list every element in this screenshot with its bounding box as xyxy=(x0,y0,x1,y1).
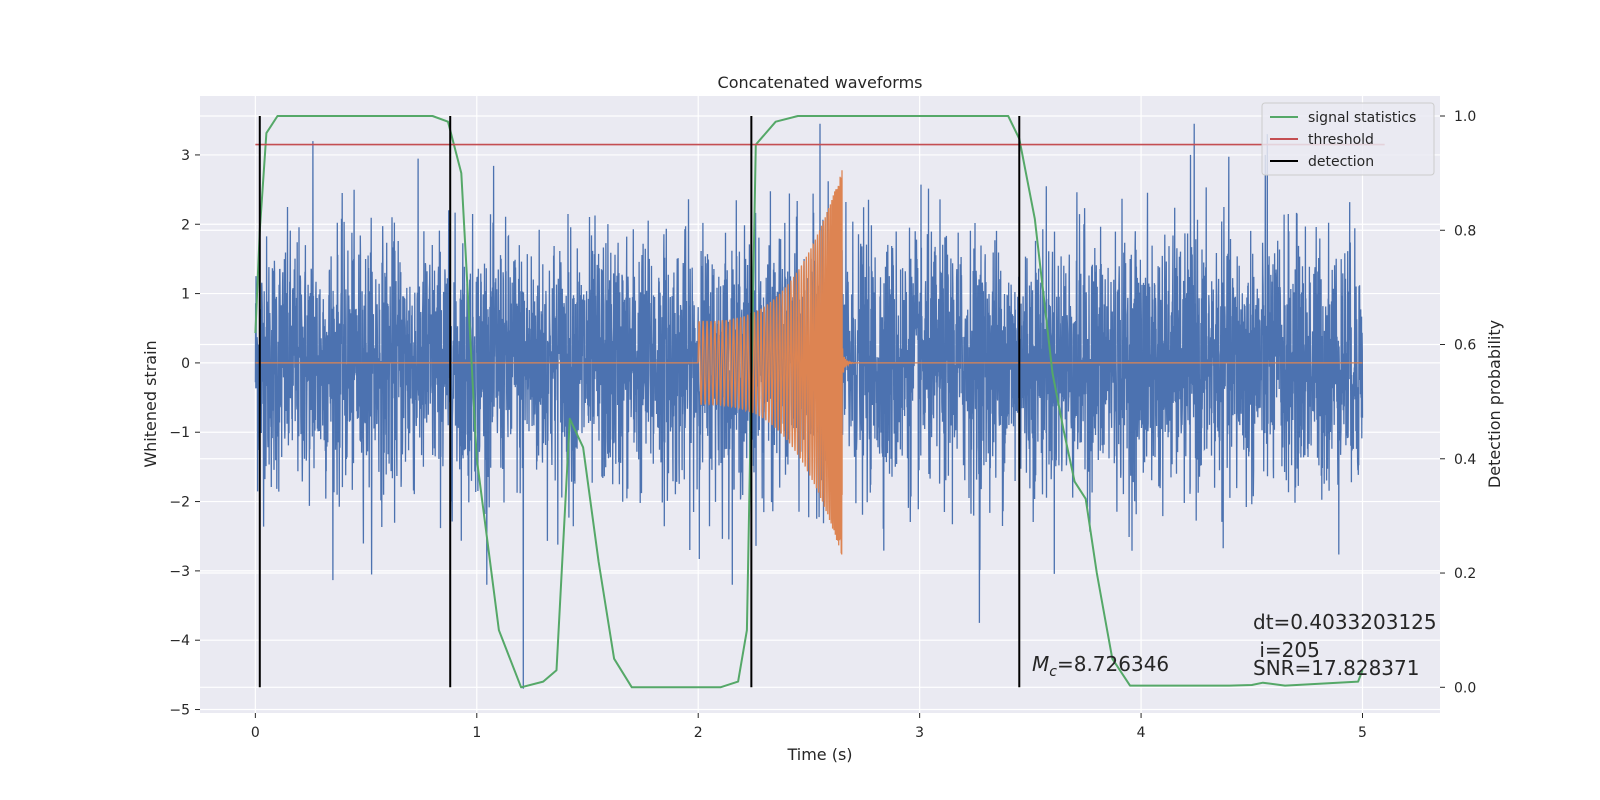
y-tick-label: −3 xyxy=(169,564,190,580)
statistics-series-line xyxy=(254,115,1364,689)
y-tick-label: −1 xyxy=(169,425,190,441)
x-tick-label: 1 xyxy=(472,725,481,741)
y-tick-label: 0 xyxy=(181,356,190,372)
y-tick-label: −2 xyxy=(169,495,190,511)
x-tick-label: 0 xyxy=(251,725,260,741)
x-tick-label: 3 xyxy=(915,725,924,741)
y2-tick-label: 1.0 xyxy=(1454,109,1476,125)
chirp-mass-subscript: c xyxy=(1049,664,1057,680)
y-tick-label: 3 xyxy=(181,148,190,164)
legend-label-detection: detection xyxy=(1308,154,1374,170)
y2-tick-label: 0.0 xyxy=(1454,680,1476,696)
legend: signal statistics threshold detection xyxy=(1261,102,1435,176)
annotations: Mc=8.726346 dt=0.4033203125 i=205 SNR=17… xyxy=(1032,610,1437,680)
x-tick-label: 4 xyxy=(1137,725,1146,741)
y2-tick-label: 0.6 xyxy=(1454,338,1476,354)
chart-title: Concatenated waveforms xyxy=(718,73,923,92)
x-tick-label: 5 xyxy=(1358,725,1367,741)
x-tick-label: 2 xyxy=(694,725,703,741)
y2-axis-label: Detection probability xyxy=(1485,320,1504,488)
chirp-mass-annotation: Mc=8.726346 xyxy=(1032,652,1169,680)
y2-tick-label: 0.8 xyxy=(1454,223,1476,239)
y-tick-label: −5 xyxy=(169,703,190,719)
y-tick-label: 2 xyxy=(181,217,190,233)
chirp-mass-symbol: M xyxy=(1032,652,1049,676)
x-axis-label: Time (s) xyxy=(786,745,852,764)
chirp-mass-value: =8.726346 xyxy=(1057,652,1169,676)
y-tick-label: 1 xyxy=(181,287,190,303)
y2-tick-label: 0.2 xyxy=(1454,566,1476,582)
dt-annotation: dt=0.4033203125 xyxy=(1253,610,1437,634)
plot-content xyxy=(254,115,1385,689)
index-annotation: i=205 xyxy=(1253,638,1320,662)
legend-label-threshold: threshold xyxy=(1308,132,1374,148)
y-axis-label: Whitened strain xyxy=(141,340,160,467)
legend-box xyxy=(1261,102,1435,176)
snr-annotation: SNR=17.828371 xyxy=(1253,656,1419,680)
y-tick-label: −4 xyxy=(169,633,190,649)
axis-ticks: 0 1 2 3 4 5 3 2 1 0 −1 −2 −3 −4 −5 1.0 0.8 0.6 0.4 0.2 0.0 xyxy=(169,109,1476,741)
legend-label-statistics: signal statistics xyxy=(1308,110,1416,126)
y2-tick-label: 0.4 xyxy=(1454,452,1476,468)
chirp-series-line xyxy=(255,170,1363,555)
